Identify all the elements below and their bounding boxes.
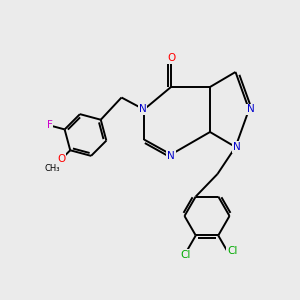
Text: N: N <box>139 104 146 115</box>
Text: O: O <box>167 53 175 64</box>
Text: Cl: Cl <box>180 250 191 260</box>
Text: CH₃: CH₃ <box>44 164 60 173</box>
Text: N: N <box>167 151 175 161</box>
Text: Cl: Cl <box>227 246 238 256</box>
Text: O: O <box>57 154 65 164</box>
Text: N: N <box>233 142 241 152</box>
Text: N: N <box>247 104 254 115</box>
Text: F: F <box>46 120 52 130</box>
